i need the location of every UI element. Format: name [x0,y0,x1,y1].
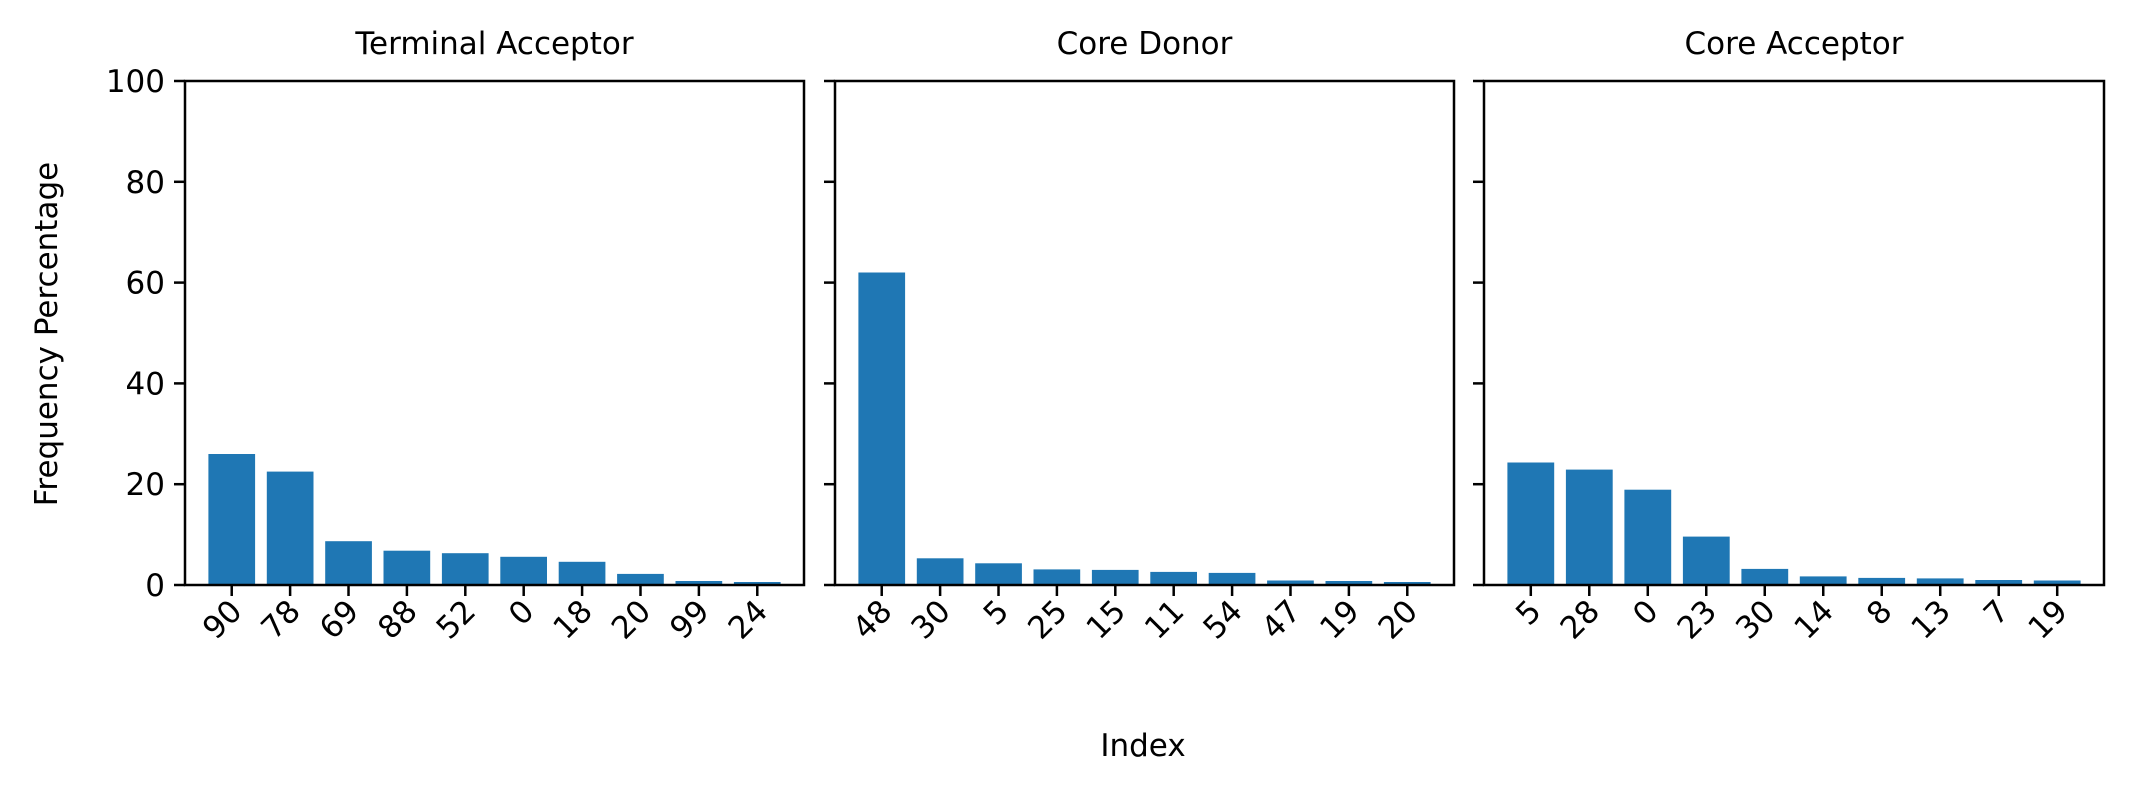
x-tick-label: 48 [846,593,899,646]
x-tick-label: 28 [1554,593,1607,646]
x-tick-label: 20 [1372,593,1425,646]
bar-30 [916,558,964,585]
bar-13 [1916,578,1964,585]
x-tick-label: 11 [1138,593,1191,646]
x-tick-label: 30 [1729,593,1782,646]
bar-99 [675,581,723,585]
plot-frame [833,79,1456,587]
bar-0 [500,556,547,585]
bar-19 [1325,581,1373,585]
bar-52 [441,553,489,585]
bar-11 [1150,571,1197,585]
y-tick-label: 0 [145,568,165,604]
y-axis-label: Frequency Percentage [29,162,65,506]
x-tick-label: 47 [1255,593,1308,646]
bar-30 [1741,568,1789,585]
bar-47 [1267,580,1314,585]
x-tick-label: 54 [1196,593,1249,646]
y-tick-label: 60 [126,266,165,302]
x-tick-label: 13 [1905,593,1958,646]
bar-5 [975,563,1022,585]
bar-18 [558,561,606,585]
plot-frame [1482,79,2106,587]
bar-25 [1033,569,1081,585]
x-tick-label: 15 [1080,593,1133,646]
x-tick-label: 99 [663,593,716,646]
bar-88 [383,550,431,585]
x-tick-label: 30 [904,593,957,646]
y-tick-label: 20 [126,467,165,503]
bar-19 [2033,580,2081,585]
bar-24 [733,582,781,585]
bar-69 [325,541,372,585]
y-tick-label: 40 [126,366,165,402]
panel-title: Core Acceptor [1685,26,1904,62]
y-tick-label: 80 [126,165,165,201]
bar-54 [1208,572,1256,585]
x-tick-label: 23 [1671,593,1724,646]
bar-7 [1975,580,2023,585]
bar-78 [266,471,314,585]
x-tick-label: 90 [196,593,249,646]
bar-8 [1858,577,1906,585]
x-tick-label: 5 [1509,593,1548,632]
bar-15 [1091,569,1139,585]
bar-90 [208,454,256,585]
x-tick-label: 78 [254,593,307,646]
bar-5 [1507,462,1555,585]
x-tick-label: 14 [1788,593,1841,646]
bar-0 [1624,489,1672,585]
bar-23 [1682,536,1730,585]
x-tick-label: 0 [1626,593,1665,632]
x-tick-label: 20 [605,593,658,646]
x-tick-label: 52 [430,593,483,646]
bar-48 [858,272,906,585]
bar-28 [1565,469,1613,585]
bar-20 [1383,582,1431,585]
x-tick-label: 7 [1977,593,2016,632]
x-tick-label: 19 [2022,593,2075,646]
x-tick-label: 8 [1860,593,1899,632]
plot-frame [183,79,806,587]
x-tick-label: 25 [1021,593,1074,646]
bar-20 [617,573,664,585]
x-tick-label: 88 [371,593,424,646]
y-tick-label: 100 [106,64,165,100]
panel-title: Core Donor [1057,26,1233,62]
panel-title: Terminal Acceptor [354,26,633,62]
x-tick-label: 19 [1313,593,1366,646]
x-tick-label: 0 [502,593,541,632]
bar-14 [1799,576,1847,585]
x-tick-label: 18 [546,593,599,646]
x-tick-label: 5 [977,593,1016,632]
x-tick-label: 69 [313,593,366,646]
x-tick-label: 24 [722,593,775,646]
x-axis-label: Index [1100,728,1185,764]
